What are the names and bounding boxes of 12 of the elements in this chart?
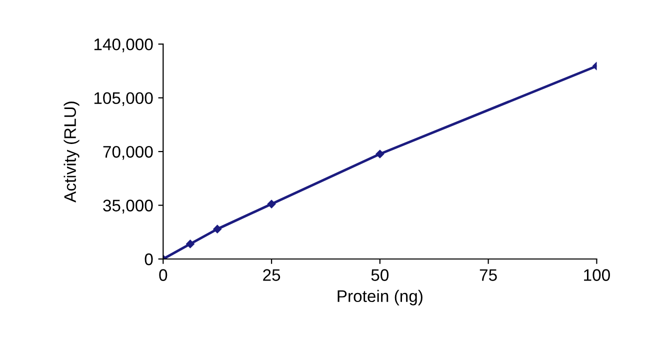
x-tick-label: 25 bbox=[263, 269, 280, 281]
y-tick-label: 70,000 bbox=[103, 146, 153, 160]
y-tick-label: 105,000 bbox=[94, 92, 153, 106]
y-tick-label: 140,000 bbox=[94, 38, 153, 52]
y-axis-title: Activity (RLU) bbox=[64, 102, 80, 202]
y-tick-label: 0 bbox=[144, 253, 153, 266]
y-tick-label: 35,000 bbox=[103, 200, 153, 214]
x-tick-label: 0 bbox=[159, 269, 168, 281]
x-tick-label: 50 bbox=[371, 269, 389, 281]
x-tick-label: 100 bbox=[584, 269, 610, 281]
x-axis-title: Protein (ng) bbox=[338, 290, 422, 306]
x-tick-label: 75 bbox=[480, 269, 497, 281]
